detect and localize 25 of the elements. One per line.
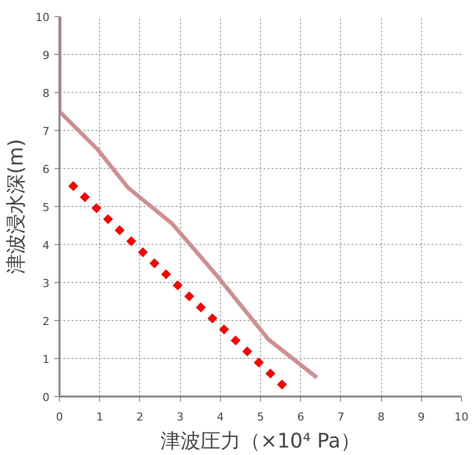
- y-tick-label: 7: [42, 125, 50, 138]
- y-tick-label: 8: [42, 87, 50, 100]
- x-tick-label: 3: [176, 410, 184, 424]
- y-tick-label: 0: [42, 391, 50, 404]
- line-series: [60, 16, 319, 380]
- x-tick-label: 8: [378, 410, 385, 424]
- y-tick-label: 6: [42, 163, 50, 176]
- x-tick-label: 5: [257, 410, 264, 424]
- y-tick-label: 1: [42, 353, 50, 366]
- x-tick-label: 0: [56, 410, 63, 424]
- x-tick-label: 2: [136, 410, 144, 424]
- x-tick-label: 7: [337, 410, 344, 424]
- x-tick-label: 6: [297, 410, 304, 424]
- y-tick-label: 2: [42, 315, 50, 328]
- y-tick-label: 3: [42, 277, 50, 290]
- y-tick-label: 4: [42, 239, 50, 252]
- y-tick-label: 10: [36, 11, 50, 24]
- x-tick-label: 4: [216, 410, 224, 424]
- y-tick-label: 5: [42, 201, 50, 214]
- x-tick-label: 1: [96, 410, 104, 424]
- y-axis-title: 津波浸水深(m): [4, 138, 28, 274]
- x-axis-title: 津波圧力（×10⁴ Pa）: [160, 428, 360, 452]
- x-tick-label: 10: [454, 410, 468, 424]
- y-tick-label: 9: [42, 49, 50, 62]
- x-tick-label: 9: [418, 410, 425, 424]
